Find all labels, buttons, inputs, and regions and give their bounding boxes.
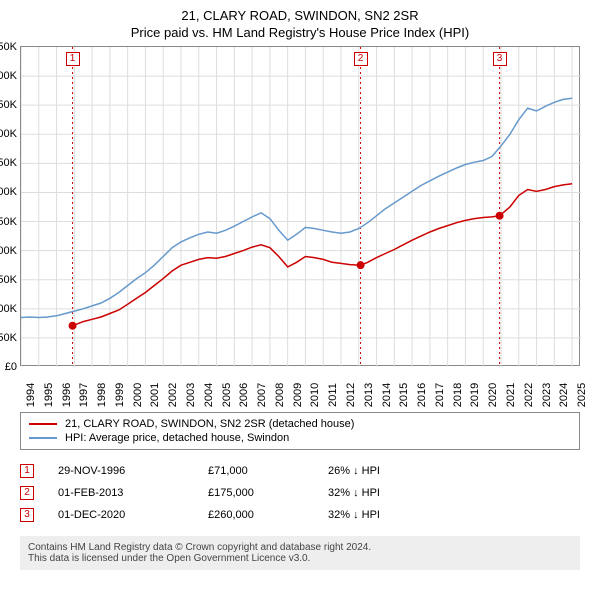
x-axis-label: 2006 — [234, 383, 250, 407]
y-axis-label: £0 — [5, 361, 21, 373]
transaction-date: 01-FEB-2013 — [58, 487, 208, 499]
footer-line-1: Contains HM Land Registry data © Crown c… — [28, 542, 572, 553]
chart-container: 21, CLARY ROAD, SWINDON, SN2 2SR Price p… — [0, 0, 600, 576]
x-axis-label: 2000 — [128, 383, 144, 407]
x-axis-label: 2010 — [305, 383, 321, 407]
transaction-price: £71,000 — [208, 465, 328, 477]
x-axis-label: 1997 — [74, 383, 90, 407]
x-axis-label: 2024 — [554, 383, 570, 407]
legend-swatch — [29, 437, 57, 439]
x-axis-label: 2012 — [341, 383, 357, 407]
x-axis-label: 2002 — [163, 383, 179, 407]
x-axis-label: 2007 — [252, 383, 268, 407]
x-axis-label: 2020 — [483, 383, 499, 407]
transaction-row-marker: 2 — [20, 486, 34, 500]
transaction-row-marker: 3 — [20, 508, 34, 522]
plot-area: £0£50K£100K£150K£200K£250K£300K£350K£400… — [20, 46, 580, 366]
y-axis-label: £200K — [0, 245, 21, 257]
x-axis-label: 2004 — [199, 383, 215, 407]
chart-subtitle: Price paid vs. HM Land Registry's House … — [10, 25, 590, 40]
y-axis-label: £300K — [0, 186, 21, 198]
y-axis-label: £450K — [0, 99, 21, 111]
legend-label: 21, CLARY ROAD, SWINDON, SN2 2SR (detach… — [65, 418, 354, 430]
x-axis-label: 2001 — [145, 383, 161, 407]
x-axis-label: 2005 — [217, 383, 233, 407]
x-axis-label: 2025 — [572, 383, 588, 407]
y-axis-label: £400K — [0, 128, 21, 140]
x-axis-label: 2014 — [377, 383, 393, 407]
x-axis-label: 2018 — [448, 383, 464, 407]
x-axis-label: 2008 — [270, 383, 286, 407]
legend-box: 21, CLARY ROAD, SWINDON, SN2 2SR (detach… — [20, 412, 580, 450]
transaction-marker: 1 — [66, 52, 80, 66]
transaction-price: £175,000 — [208, 487, 328, 499]
transaction-delta: 32% ↓ HPI — [328, 509, 580, 521]
x-axis-label: 2022 — [519, 383, 535, 407]
x-axis-label: 2009 — [288, 383, 304, 407]
x-axis-label: 2017 — [430, 383, 446, 407]
transaction-row: 2 01-FEB-2013£175,00032% ↓ HPI — [20, 482, 580, 504]
x-axis-label: 2016 — [412, 383, 428, 407]
transaction-row-marker: 1 — [20, 464, 34, 478]
footer-box: Contains HM Land Registry data © Crown c… — [20, 536, 580, 570]
transaction-row: 3 01-DEC-2020£260,00032% ↓ HPI — [20, 504, 580, 526]
x-axis-label: 1996 — [57, 383, 73, 407]
transaction-date: 01-DEC-2020 — [58, 509, 208, 521]
x-axis-label: 2023 — [537, 383, 553, 407]
y-axis-label: £250K — [0, 216, 21, 228]
x-axis-label: 2019 — [465, 383, 481, 407]
x-axis-label: 2013 — [359, 383, 375, 407]
x-axis-label: 1994 — [21, 383, 37, 407]
x-axis-label: 1999 — [110, 383, 126, 407]
transaction-table: 1 29-NOV-1996£71,00026% ↓ HPI 2 01-FEB-2013… — [20, 460, 580, 526]
x-axis-label: 2011 — [323, 383, 339, 407]
transaction-price: £260,000 — [208, 509, 328, 521]
y-axis-label: £550K — [0, 41, 21, 53]
chart-title: 21, CLARY ROAD, SWINDON, SN2 2SR — [10, 8, 590, 23]
x-axis-label: 1998 — [92, 383, 108, 407]
legend-label: HPI: Average price, detached house, Swin… — [65, 432, 289, 444]
transaction-marker: 2 — [354, 52, 368, 66]
y-axis-label: £500K — [0, 70, 21, 82]
y-axis-label: £100K — [0, 303, 21, 315]
transaction-delta: 26% ↓ HPI — [328, 465, 580, 477]
footer-line-2: This data is licensed under the Open Gov… — [28, 553, 572, 564]
x-axis-label: 2015 — [394, 383, 410, 407]
x-axis-label: 2021 — [501, 383, 517, 407]
plot-svg — [21, 47, 581, 367]
legend-row: 21, CLARY ROAD, SWINDON, SN2 2SR (detach… — [29, 417, 571, 431]
transaction-delta: 32% ↓ HPI — [328, 487, 580, 499]
transaction-marker: 3 — [493, 52, 507, 66]
transaction-row: 1 29-NOV-1996£71,00026% ↓ HPI — [20, 460, 580, 482]
x-axis-label: 1995 — [39, 383, 55, 407]
legend-row: HPI: Average price, detached house, Swin… — [29, 431, 571, 445]
legend-swatch — [29, 423, 57, 425]
y-axis-label: £150K — [0, 274, 21, 286]
transaction-date: 29-NOV-1996 — [58, 465, 208, 477]
x-axis-label: 2003 — [181, 383, 197, 407]
y-axis-label: £50K — [0, 332, 21, 344]
y-axis-label: £350K — [0, 157, 21, 169]
